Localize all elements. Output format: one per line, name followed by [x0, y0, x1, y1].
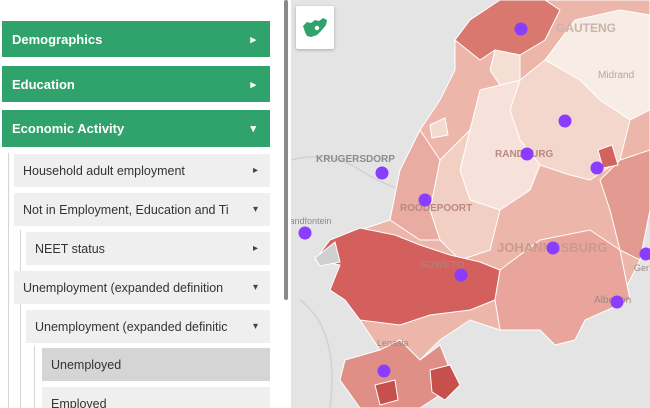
chevron-right-icon: ▸: [252, 165, 258, 176]
accordion-education[interactable]: Education ▸: [2, 66, 270, 102]
item-label: Household adult employment: [23, 163, 185, 178]
item-unemployed[interactable]: Unemployed: [42, 348, 270, 381]
south-africa-map-icon: [303, 17, 327, 37]
map-marker[interactable]: [558, 114, 572, 128]
item-unemployment-expanded[interactable]: Unemployment (expanded definition ▾: [14, 271, 270, 304]
map-marker[interactable]: [590, 161, 604, 175]
map-panel[interactable]: KRUGERSDORP RANDBURG ROODEPOORT SOWETO J…: [291, 0, 650, 408]
chevron-down-icon: ▾: [252, 321, 258, 332]
chevron-down-icon: ▾: [250, 123, 256, 135]
map-marker[interactable]: [610, 295, 624, 309]
region: [494, 229, 631, 346]
place-label: Ger: [634, 263, 649, 273]
map-marker[interactable]: [377, 364, 391, 378]
accordion-label: Economic Activity: [12, 121, 125, 136]
chevron-right-icon: ▸: [250, 33, 256, 46]
region: [429, 117, 449, 139]
accordion-label: Education: [12, 76, 75, 92]
map-marker[interactable]: [375, 166, 389, 180]
item-household-adult-employment[interactable]: Household adult employment ▸: [14, 154, 270, 187]
place-label: KRUGERSDORP: [316, 154, 395, 165]
tree-guide-line: [34, 346, 35, 408]
item-label: NEET status: [35, 241, 105, 256]
country-logo-button[interactable]: [296, 6, 334, 49]
tree-guide-line: [20, 230, 21, 408]
place-label: Randfontein: [291, 216, 332, 226]
item-label: Not in Employment, Education and Ti: [23, 202, 229, 217]
item-neet-status[interactable]: NEET status ▸: [26, 232, 270, 265]
choropleth-map[interactable]: KRUGERSDORP RANDBURG ROODEPOORT SOWETO J…: [291, 0, 650, 408]
item-label: Unemployment (expanded definition: [23, 280, 224, 295]
sidebar-scrollbar[interactable]: [284, 0, 288, 300]
item-label: Unemployed: [51, 357, 122, 372]
map-marker[interactable]: [454, 268, 468, 282]
map-marker[interactable]: [418, 193, 432, 207]
region: [429, 364, 461, 401]
item-label: Unemployment (expanded definitic: [35, 319, 228, 334]
accordion-demographics[interactable]: Demographics ▸: [2, 21, 270, 57]
accordion-label: Demographics: [12, 31, 103, 47]
map-marker[interactable]: [639, 247, 650, 261]
region: [389, 129, 441, 241]
chevron-down-icon: ▾: [252, 204, 258, 215]
region: [489, 49, 521, 86]
place-label: ROODEPOORT: [400, 203, 472, 214]
place-label: GAUTENG: [556, 21, 616, 35]
region: [597, 144, 619, 169]
item-neet[interactable]: Not in Employment, Education and Ti ▾: [14, 193, 270, 226]
map-marker[interactable]: [514, 22, 528, 36]
item-label: Employed: [51, 396, 107, 408]
region: [454, 0, 561, 61]
map-marker[interactable]: [546, 241, 560, 255]
map-marker[interactable]: [298, 226, 312, 240]
region: [599, 149, 650, 261]
region: [374, 379, 399, 406]
chevron-right-icon: ▸: [252, 243, 258, 254]
item-unemployment-expanded-sub[interactable]: Unemployment (expanded definitic ▾: [26, 310, 270, 343]
tree-guide-line: [8, 153, 9, 408]
chevron-right-icon: ▸: [250, 78, 256, 91]
place-label: SOWETO: [420, 260, 464, 271]
chevron-down-icon: ▾: [252, 282, 258, 293]
place-label: Midrand: [598, 70, 634, 81]
region: [314, 241, 341, 267]
place-label: Lenasia: [377, 338, 409, 348]
accordion-economic-activity[interactable]: Economic Activity ▾: [2, 110, 270, 147]
map-marker[interactable]: [520, 147, 534, 161]
sidebar: Demographics ▸ Education ▸ Economic Acti…: [0, 0, 282, 408]
item-employed[interactable]: Employed: [42, 387, 270, 408]
